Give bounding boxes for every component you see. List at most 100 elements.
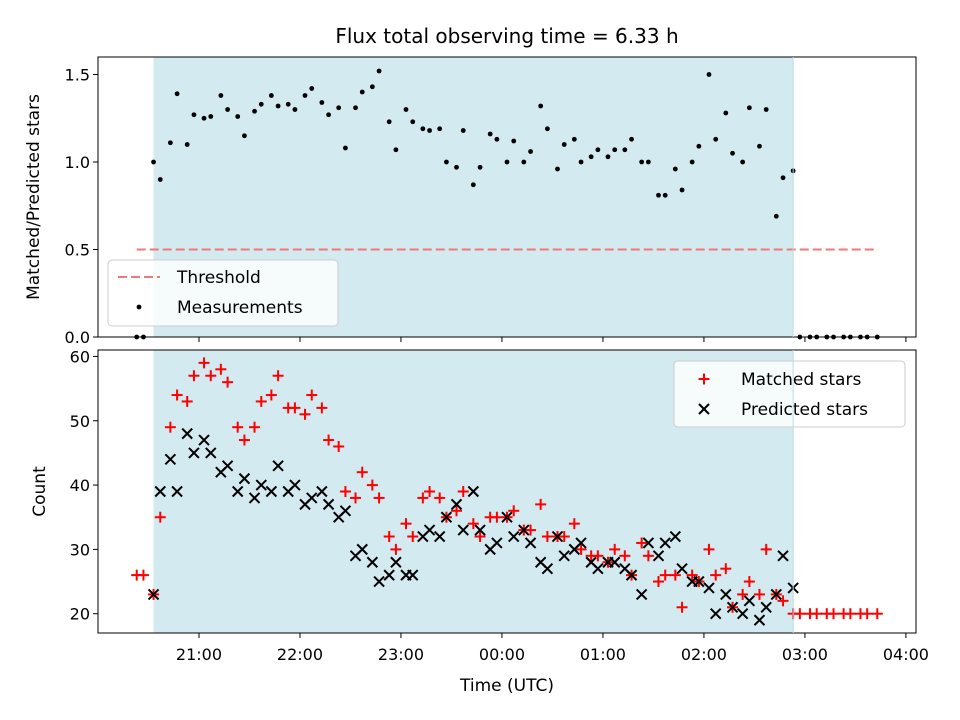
predicted-star-marker bbox=[306, 492, 318, 504]
predicted-star-marker bbox=[238, 472, 251, 485]
matched-star-marker bbox=[844, 608, 856, 620]
y-tick-label: 1.0 bbox=[65, 153, 90, 172]
measurement-point bbox=[285, 101, 291, 107]
measurement-point bbox=[622, 147, 628, 153]
matched-star-marker bbox=[181, 395, 193, 407]
matched-star-marker bbox=[535, 498, 547, 510]
x-tick-label: 00:00 bbox=[479, 645, 525, 664]
measurement-point bbox=[571, 136, 577, 142]
measurement-point bbox=[184, 142, 190, 147]
predicted-star-marker bbox=[248, 492, 261, 504]
x-tick-label: 21:00 bbox=[176, 645, 222, 664]
measurement-point bbox=[662, 192, 668, 198]
matched-star-marker bbox=[154, 511, 166, 523]
matched-stars-points bbox=[131, 357, 883, 620]
matched-star-marker bbox=[525, 524, 537, 536]
matched-star-marker bbox=[424, 486, 436, 497]
measurement-point bbox=[595, 147, 601, 153]
measurement-point bbox=[639, 159, 645, 165]
matched-star-marker bbox=[238, 434, 250, 446]
measurement-point bbox=[555, 166, 560, 172]
count-legend: Matched stars Predicted stars bbox=[673, 360, 906, 428]
matched-star-marker bbox=[609, 543, 621, 555]
measurement-point bbox=[191, 112, 197, 118]
predicted-star-marker bbox=[541, 562, 554, 575]
matched-star-marker bbox=[703, 543, 715, 555]
measurement-point bbox=[420, 126, 426, 132]
matched-star-marker bbox=[642, 550, 654, 562]
predicted-star-marker bbox=[433, 530, 446, 543]
measurement-point bbox=[730, 150, 735, 156]
predicted-stars-points bbox=[147, 427, 799, 626]
matched-star-marker bbox=[753, 588, 765, 600]
measurement-point bbox=[679, 187, 685, 193]
measurement-point bbox=[275, 103, 281, 109]
count-y-axis-label: Count bbox=[30, 466, 50, 517]
measurement-point bbox=[460, 128, 466, 133]
matched-star-marker bbox=[467, 518, 479, 530]
measurement-point bbox=[706, 72, 712, 77]
predicted-star-marker bbox=[147, 588, 160, 601]
measurement-point bbox=[544, 126, 550, 132]
ratio-axes-frame bbox=[97, 56, 917, 338]
predicted-star-marker bbox=[508, 530, 520, 543]
matched-star-marker bbox=[686, 569, 698, 581]
predicted-star-marker bbox=[188, 447, 200, 459]
predicted-star-marker bbox=[659, 537, 671, 549]
measurement-point bbox=[773, 213, 779, 219]
matched-star-marker bbox=[249, 421, 261, 433]
predicted-star-marker bbox=[450, 498, 463, 511]
matched-star-marker bbox=[373, 492, 385, 504]
matched-star-marker bbox=[265, 389, 277, 401]
predicted-star-marker bbox=[154, 485, 166, 498]
predicted-star-marker bbox=[457, 524, 469, 536]
ratio-legend: Threshold Measurements bbox=[107, 259, 339, 327]
count-legend-box bbox=[673, 360, 906, 428]
measurement-point bbox=[504, 159, 510, 165]
predicted-star-marker bbox=[221, 460, 234, 472]
measurement-point bbox=[242, 133, 247, 139]
count-panel: 20 30 40 50 60 21:00 22:00 23:00 00:00 01:00 02:0… bbox=[30, 347, 929, 696]
predicted-star-marker bbox=[501, 511, 513, 523]
predicted-star-marker bbox=[575, 537, 587, 549]
predicted-star-marker bbox=[703, 582, 715, 594]
matched-star-marker bbox=[491, 511, 503, 523]
matched-star-marker bbox=[652, 576, 664, 588]
matched-star-marker bbox=[137, 569, 149, 581]
measurement-point bbox=[174, 91, 180, 97]
predicted-star-marker bbox=[164, 453, 177, 466]
matched-star-marker bbox=[619, 550, 631, 562]
predicted-star-marker bbox=[171, 485, 183, 498]
measurement-point bbox=[201, 115, 207, 121]
matched-star-marker bbox=[575, 543, 587, 555]
x-axis-label: Time (UTC) bbox=[459, 676, 554, 696]
x-tick-label: 23:00 bbox=[378, 645, 424, 664]
predicted-star-marker bbox=[609, 556, 621, 568]
measurement-point bbox=[780, 175, 786, 181]
matched-star-marker bbox=[720, 563, 732, 575]
measurement-point bbox=[376, 68, 382, 74]
matched-star-marker bbox=[323, 434, 335, 446]
matched-star-marker bbox=[659, 569, 671, 581]
count-x-ticks: 21:00 22:00 23:00 00:00 01:00 02:00 03:00 04:00 bbox=[176, 633, 929, 664]
measurement-point bbox=[410, 119, 416, 125]
x-tick-label: 02:00 bbox=[681, 645, 727, 664]
measurement-point bbox=[528, 149, 533, 154]
predicted-star-marker bbox=[524, 537, 537, 549]
ratio-panel: 0.0 0.5 1.0 1.5 Matched/Predicted stars Thr… bbox=[24, 56, 917, 347]
ratio-y-axis-label: Matched/Predicted stars bbox=[24, 94, 44, 300]
measurement-point bbox=[645, 159, 651, 165]
predicted-star-marker bbox=[474, 524, 486, 536]
y-tick-label: 60 bbox=[70, 347, 90, 366]
matched-star-marker bbox=[568, 518, 580, 530]
measurement-point bbox=[723, 110, 729, 116]
matched-star-marker bbox=[272, 370, 284, 382]
predicted-star-marker bbox=[710, 607, 722, 620]
matched-star-marker bbox=[508, 505, 520, 517]
measurement-point bbox=[235, 114, 241, 119]
matched-star-marker bbox=[636, 537, 648, 549]
predicted-star-marker bbox=[558, 550, 570, 562]
predicted-star-marker bbox=[652, 550, 665, 562]
measurement-point bbox=[386, 119, 392, 125]
ratio-y-ticks: 0.0 0.5 1.0 1.5 bbox=[65, 66, 98, 347]
